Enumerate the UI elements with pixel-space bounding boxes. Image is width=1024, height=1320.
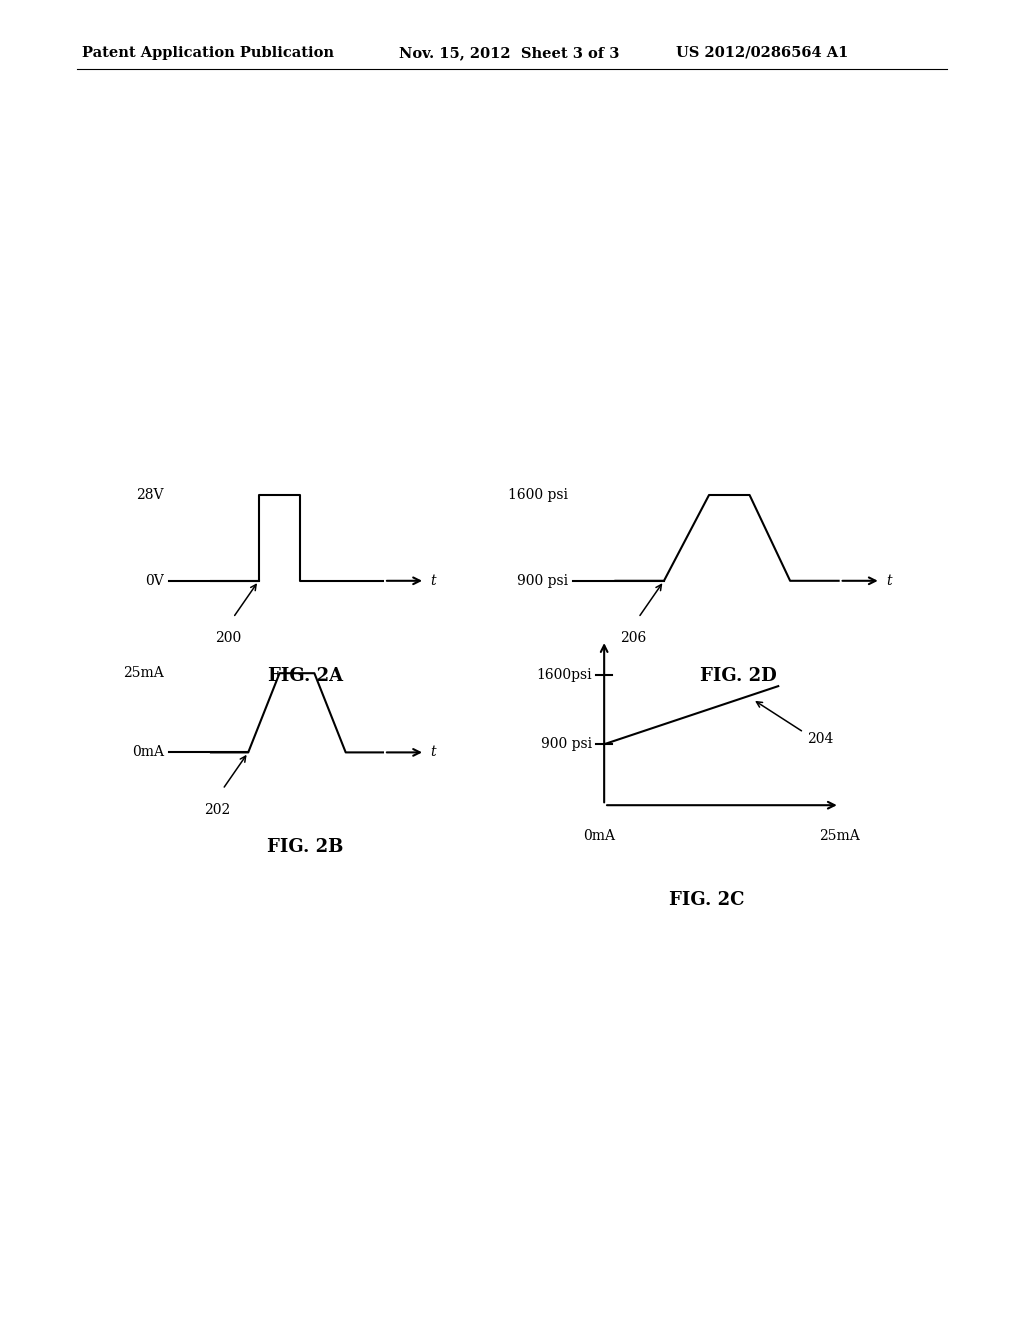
- Text: t: t: [886, 574, 891, 587]
- Text: 0mA: 0mA: [583, 829, 615, 843]
- Text: US 2012/0286564 A1: US 2012/0286564 A1: [676, 46, 848, 59]
- Text: 25mA: 25mA: [123, 667, 164, 680]
- Text: t: t: [430, 574, 435, 587]
- Text: 25mA: 25mA: [819, 829, 860, 843]
- Text: Nov. 15, 2012  Sheet 3 of 3: Nov. 15, 2012 Sheet 3 of 3: [399, 46, 620, 59]
- Text: 1600psi: 1600psi: [537, 668, 592, 681]
- Text: FIG. 2A: FIG. 2A: [268, 667, 343, 685]
- Text: 900 psi: 900 psi: [541, 737, 592, 751]
- Text: Patent Application Publication: Patent Application Publication: [82, 46, 334, 59]
- Text: t: t: [430, 746, 435, 759]
- Text: 900 psi: 900 psi: [517, 574, 568, 587]
- Text: 1600 psi: 1600 psi: [508, 488, 568, 502]
- Text: 204: 204: [807, 731, 834, 746]
- Text: 202: 202: [205, 803, 230, 817]
- Text: 0V: 0V: [145, 574, 164, 587]
- Text: 28V: 28V: [136, 488, 164, 502]
- Text: FIG. 2D: FIG. 2D: [700, 667, 776, 685]
- Text: 206: 206: [621, 631, 646, 645]
- Text: 0mA: 0mA: [132, 746, 164, 759]
- Text: FIG. 2C: FIG. 2C: [669, 891, 744, 909]
- Text: 200: 200: [215, 631, 241, 645]
- Text: FIG. 2B: FIG. 2B: [267, 838, 344, 857]
